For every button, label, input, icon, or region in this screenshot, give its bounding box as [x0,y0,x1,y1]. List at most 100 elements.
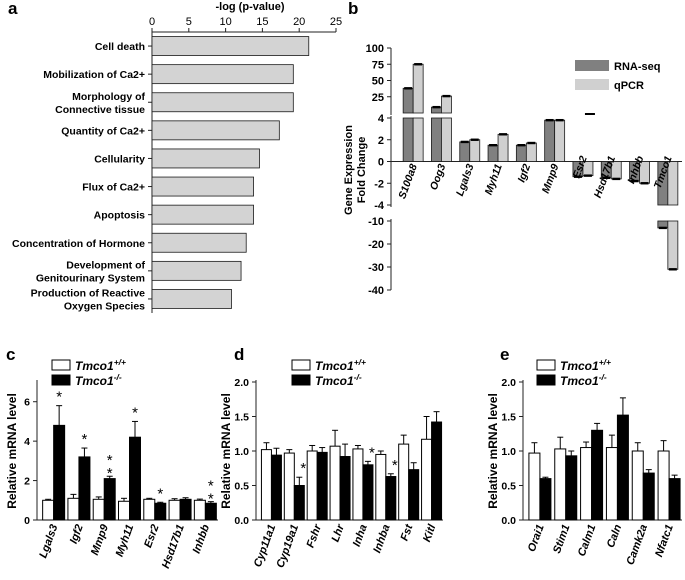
bar-cyp19a1-wildtype [283,452,295,521]
category-label: Mobilization of Ca2+ [43,69,145,81]
y-tick-label: 2.0 [501,377,516,389]
bar-nfatc1-knockout [668,478,681,521]
category-label-nfatc1: Nfatc1 [653,523,676,559]
y-tick-label: 0.0 [234,515,249,527]
x-tick-label: 5 [186,16,192,28]
bar-lhr-wildtype [329,445,341,521]
y-tick-label-upper: 75 [372,59,384,71]
y-tick-label: 2 [24,476,30,488]
category-label-kitl: Kitl [421,522,439,544]
category-label-inhba: Inhba [371,523,392,555]
x-axis-title: -log (p-value) [215,1,284,13]
y-tick-label-upper: 100 [366,43,384,55]
legend-label-0: Tmco1+/+ [315,357,366,373]
bar-morphology-of-connective-tissue [151,92,294,113]
category-label-calm1: Calm1 [576,523,599,558]
y-tick-label-middle: 4 [378,113,385,125]
category-label: Cellularity [94,153,145,165]
category-label: Morphology of Connective tissue [55,91,145,116]
y-axis-title: Relative mRNA level [486,393,500,509]
legend-label-qpcr: qPCR [614,80,644,92]
bar-cell-death [151,36,310,56]
significance-star: * [82,431,88,448]
bar-orai1-knockout [539,478,552,521]
category-label: Production of Reactive Oxygen Species [31,287,146,312]
panel-label-e: e [500,345,509,364]
bar-myh11-knockout [129,436,141,521]
y-axis-title: Gene ExpressionFold Change [343,125,368,215]
bar-quantity-of-ca2 [151,120,280,141]
bar-camk2a-knockout [642,472,655,521]
y-tick-label: 6 [24,397,30,409]
bar-esr2-knockout [154,502,167,521]
significance-star: * [369,444,375,461]
x-tick-label: 0 [149,16,155,28]
panel-c: c 0 2 4 6 Relative mRNA level Tmco1+/+Tmco1-/-… [5,345,218,570]
y-tick-label-lower: -30 [368,262,384,274]
y-tick-label: 0 [24,515,30,527]
bar-stim1-knockout [565,455,578,521]
significance-star: * [208,478,214,495]
bar-lgals3-wildtype [42,499,55,521]
bar-development-of-genitourinary-system [151,260,242,281]
y-axis-title: Relative mRNA level [219,393,233,509]
bar-caln-knockout [616,414,629,521]
bar-cyp19a1-knockout [293,485,305,521]
bar-mmp9-knockout [103,478,116,521]
bar-lgals3-knockout [53,424,66,521]
category-label-stim1: Stim1 [551,523,573,555]
bar-fshr-knockout [316,451,328,521]
category-label-hsd17b1: Hsd17b1 [160,523,187,570]
bar-rna-seq-mmp9 [544,119,556,162]
y-tick-label-lower: -10 [368,216,384,228]
x-tick-label: 20 [293,16,305,28]
category-label-igf2: Igf2 [516,162,534,184]
bar-apoptosis [151,204,254,225]
bar-esr2-wildtype [143,498,156,521]
category-label: Cell death [95,41,145,53]
bar-inha-knockout [362,464,374,521]
x-tick-label: 15 [256,16,268,28]
category-label-orai1: Orai1 [526,523,547,554]
y-tick-label: 2.0 [234,377,249,389]
y-tick-label: 0.5 [501,481,516,493]
significance-star: * [300,460,306,477]
category-label-fst: Fst [399,522,416,543]
bar-inha-wildtype [352,448,364,521]
bar-calm1-knockout [591,429,604,521]
bar-cyp11a1-wildtype [260,449,272,521]
y-axis-title: Relative mRNA level [5,393,19,509]
y-tick-label-upper: 25 [372,92,384,104]
bar-caln-wildtype [605,447,618,521]
category-label-s100a8: S100a8 [396,162,420,200]
bar-mmp9-wildtype [92,498,105,521]
x-tick-label: 25 [330,16,342,28]
legend-swatch-rna-seq [575,60,609,71]
bar-inhba-knockout [385,476,397,521]
legend-swatch-1 [51,374,71,386]
panel-a: a -log (p-value) 0 5 10 15 20 25 Cell death Mobil… [8,0,342,313]
significance-star: * [107,452,113,469]
category-label-cyp19a1: Cyp19a1 [274,523,301,570]
y-tick-label: 4 [24,436,30,448]
category-label-cyp11a1: Cyp11a1 [252,523,278,569]
bar-production-of-reactive-oxygen-species [151,289,232,309]
legend-swatch-0 [51,359,71,371]
category-label-oog3: Oog3 [428,162,449,191]
bar-qpcr-igf2 [525,142,537,162]
y-tick-label: 0.0 [501,515,516,527]
panel-label-c: c [6,345,15,364]
category-label-mmp9: Mmp9 [89,522,111,557]
bar-concentration-of-hormone [151,232,247,253]
category-label-mmp9: Mmp9 [540,162,562,195]
bar-rna-seq-s100a8 [402,117,414,162]
bar-igf2-knockout [78,456,91,521]
bar-qpcr-mmp9 [554,119,566,162]
bar-qpcr-s100a8 [412,117,424,162]
legend-label-rna-seq: RNA-seq [614,61,660,73]
category-label-lgals3: Lgals3 [37,523,60,560]
category-label-caln: Caln [605,523,625,550]
bar-hsd17b1-knockout [179,498,192,521]
